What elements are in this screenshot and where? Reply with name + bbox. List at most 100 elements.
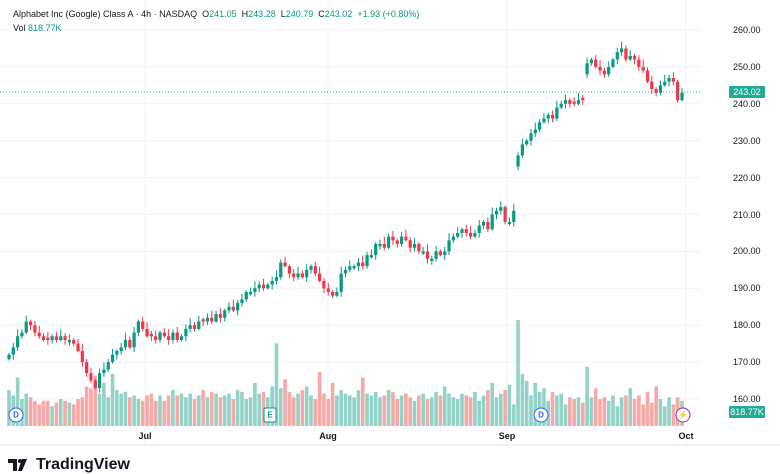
volume-bar bbox=[197, 395, 201, 426]
volume-bar bbox=[188, 393, 192, 426]
volume-bar bbox=[356, 390, 361, 426]
volume-bar bbox=[153, 400, 158, 426]
volume-bar bbox=[162, 400, 167, 426]
candle-body bbox=[533, 129, 537, 134]
volume-bar bbox=[507, 384, 512, 426]
volume-bar bbox=[291, 397, 296, 426]
candle-body bbox=[602, 70, 606, 75]
volume-bar bbox=[438, 395, 443, 426]
volume-bar bbox=[360, 377, 365, 426]
volume-bar bbox=[106, 397, 111, 426]
dividend-event-icon[interactable]: D bbox=[533, 407, 549, 423]
candle-body bbox=[115, 351, 119, 355]
candle-body bbox=[85, 362, 89, 374]
volume-bar bbox=[460, 393, 464, 426]
volume-bar bbox=[132, 395, 136, 426]
candle-body bbox=[620, 48, 624, 53]
volume-bar bbox=[589, 397, 594, 426]
candle-body bbox=[266, 284, 270, 289]
volume-bar bbox=[451, 397, 456, 426]
volume-bar bbox=[658, 399, 663, 426]
volume-bar bbox=[326, 399, 331, 426]
volume-bar bbox=[37, 404, 41, 426]
volume-bar bbox=[222, 395, 227, 426]
volume-bar bbox=[71, 404, 76, 426]
candle-body bbox=[7, 354, 11, 360]
candle-body bbox=[430, 258, 434, 261]
candle-body bbox=[516, 155, 520, 167]
candle-body bbox=[274, 277, 279, 281]
volume-bar bbox=[317, 372, 322, 426]
volume-bar bbox=[304, 386, 309, 426]
candle-body bbox=[292, 273, 296, 278]
split-event-icon[interactable]: ⚡ bbox=[675, 407, 691, 423]
candle-body bbox=[261, 284, 266, 289]
candle-body bbox=[132, 332, 136, 348]
volume-bar bbox=[455, 399, 460, 426]
candle-body bbox=[175, 332, 179, 340]
tradingview-logo[interactable]: TradingView bbox=[8, 456, 130, 474]
candle-body bbox=[650, 81, 654, 90]
volume-bar bbox=[399, 395, 404, 426]
candle-body bbox=[615, 52, 619, 60]
candle-body bbox=[628, 55, 632, 60]
candle-body bbox=[188, 325, 192, 329]
earnings-event-icon[interactable]: E bbox=[263, 407, 277, 423]
volume-bar bbox=[481, 395, 486, 426]
volume-bar bbox=[166, 395, 171, 426]
volume-bar bbox=[563, 404, 568, 426]
candle-body bbox=[37, 332, 41, 337]
volume-bar bbox=[391, 391, 395, 426]
candle-body bbox=[179, 336, 184, 340]
volume-bar bbox=[378, 397, 382, 426]
candle-body bbox=[162, 332, 166, 337]
candle-body bbox=[171, 332, 175, 340]
volume-bar bbox=[654, 386, 658, 426]
symbol-title[interactable]: Alphabet Inc (Google) Class A · 4h · NAS… bbox=[13, 9, 198, 19]
candle-body bbox=[438, 251, 443, 256]
candle-body bbox=[97, 373, 102, 388]
candle-body bbox=[481, 221, 486, 226]
candle-body bbox=[412, 244, 417, 248]
candle-body bbox=[594, 59, 598, 67]
candle-body bbox=[197, 321, 201, 329]
candle-body bbox=[231, 306, 235, 311]
candle-body bbox=[378, 244, 382, 247]
volume-bar bbox=[46, 400, 50, 426]
volume-bar bbox=[585, 366, 589, 426]
candle-body bbox=[20, 332, 24, 337]
candle-body bbox=[300, 273, 304, 278]
candle-body bbox=[490, 214, 494, 230]
volume-bar bbox=[598, 399, 602, 426]
volume-bar bbox=[490, 382, 494, 426]
volume-bar bbox=[624, 395, 628, 426]
candle-body bbox=[240, 299, 244, 304]
candle-body bbox=[309, 266, 313, 270]
candle-body bbox=[460, 229, 464, 233]
candle-body bbox=[335, 291, 339, 296]
candle-body bbox=[538, 122, 542, 130]
candle-body bbox=[119, 347, 123, 352]
volume-bar bbox=[244, 399, 249, 426]
candle-body bbox=[576, 100, 581, 104]
volume-bar bbox=[115, 390, 119, 426]
volume-bar bbox=[542, 388, 546, 426]
volume-bars bbox=[7, 320, 684, 426]
dividend-event-icon[interactable]: D bbox=[8, 407, 24, 423]
volume-bar bbox=[97, 393, 102, 426]
volume-bar bbox=[80, 397, 85, 426]
volume-bar bbox=[503, 390, 507, 426]
price-axis-label: 200.00 bbox=[733, 246, 761, 257]
volume-bar bbox=[662, 406, 667, 426]
volume-bar bbox=[214, 393, 218, 426]
volume-bar bbox=[593, 388, 598, 426]
candle-body bbox=[382, 244, 386, 248]
candle-body bbox=[494, 210, 499, 215]
close-label: C bbox=[318, 9, 325, 19]
tradingview-logo-icon bbox=[8, 459, 27, 471]
candle-body bbox=[464, 229, 468, 233]
candle-body bbox=[322, 280, 326, 289]
candle-body bbox=[257, 284, 261, 289]
candle-body bbox=[167, 336, 171, 340]
